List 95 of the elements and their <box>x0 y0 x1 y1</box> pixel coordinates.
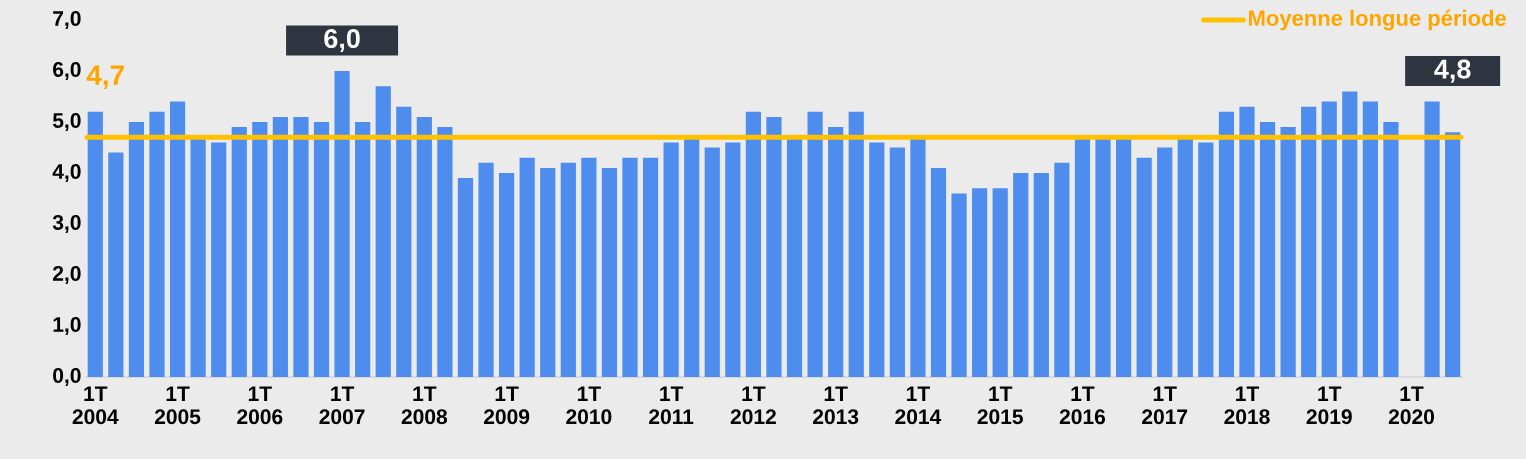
bar <box>1424 101 1440 377</box>
bar <box>704 147 720 377</box>
bar <box>684 137 700 377</box>
bar <box>1177 137 1193 377</box>
annotation: 4,7 <box>86 65 124 90</box>
bar <box>1342 91 1358 377</box>
bar <box>1239 106 1255 377</box>
bar <box>807 111 823 377</box>
x-tick-label: 1T 2015 <box>977 386 1023 425</box>
bar <box>869 142 885 377</box>
bar <box>128 122 145 377</box>
bar <box>1033 173 1049 377</box>
bar <box>1445 132 1461 377</box>
x-tick-label: 1T 2005 <box>154 386 201 425</box>
bar <box>396 106 412 377</box>
bar <box>1362 101 1378 377</box>
bar <box>1198 142 1214 377</box>
bar <box>1074 137 1091 377</box>
bar <box>601 167 618 377</box>
bar <box>1136 157 1152 377</box>
x-tick-label: 1T 2018 <box>1224 386 1270 425</box>
bar <box>190 137 206 377</box>
bar <box>560 162 576 377</box>
x-tick-label: 1T 2007 <box>319 386 365 425</box>
bar <box>992 188 1008 377</box>
x-tick-label: 1T 2010 <box>566 386 612 425</box>
y-tick-label: 7,0 <box>53 11 81 29</box>
y-tick-label: 6,0 <box>53 62 81 80</box>
bar <box>252 122 268 377</box>
y-tick-label: 0,0 <box>53 368 81 386</box>
bar <box>642 157 659 377</box>
bar <box>87 111 103 377</box>
bar <box>1280 127 1296 377</box>
bar <box>313 122 330 377</box>
y-tick-label: 3,0 <box>52 215 81 233</box>
bar <box>231 127 247 377</box>
x-tick-label: 1T 2009 <box>483 386 530 425</box>
x-tick-label: 1T 2006 <box>237 386 283 425</box>
bar <box>211 142 227 377</box>
bar <box>930 167 947 377</box>
bar <box>1301 106 1317 377</box>
x-tick-label: 1T 2012 <box>730 386 776 425</box>
y-tick-label: 4,0 <box>52 164 81 182</box>
bar <box>1321 101 1337 377</box>
bar <box>334 71 350 377</box>
x-tick-label: 1T 2013 <box>813 386 859 425</box>
x-tick-label: 1T 2004 <box>72 386 119 425</box>
bar <box>478 162 494 377</box>
bar <box>375 86 391 377</box>
x-tick-label: 1T 2017 <box>1142 386 1188 425</box>
x-tick-label: 1T 2019 <box>1306 386 1352 425</box>
bar <box>1095 137 1111 377</box>
y-tick-label: 5,0 <box>52 113 81 131</box>
y-tick-label: 2,0 <box>53 266 81 284</box>
bar <box>355 122 371 377</box>
bar <box>437 127 453 377</box>
bar <box>1218 111 1235 377</box>
y-tick-label: 1,0 <box>53 317 81 335</box>
bar <box>1259 122 1276 377</box>
bar <box>457 178 474 377</box>
bar <box>108 152 124 377</box>
bar <box>1383 122 1399 377</box>
bar <box>519 157 535 377</box>
data-label: 6,0 <box>324 28 360 53</box>
bar <box>786 137 803 377</box>
bar <box>725 142 741 377</box>
bar <box>663 142 679 377</box>
x-tick-label: 1T 2011 <box>649 386 694 425</box>
bar <box>622 157 638 377</box>
x-tick-label: 1T 2016 <box>1059 386 1106 425</box>
bar <box>1013 173 1029 377</box>
bar <box>848 111 864 377</box>
bar <box>581 157 597 377</box>
bar <box>169 101 186 377</box>
bar <box>416 116 432 377</box>
bar <box>951 193 967 377</box>
bar <box>1157 147 1173 377</box>
data-label: 4,8 <box>1434 59 1471 83</box>
bar <box>745 111 761 377</box>
bar <box>499 173 515 377</box>
bar <box>293 116 309 377</box>
bar <box>972 188 988 377</box>
bar <box>540 167 556 377</box>
bar <box>1054 162 1070 377</box>
bar <box>149 111 165 377</box>
x-tick-label: 1T 2020 <box>1388 386 1434 425</box>
bar <box>828 127 844 377</box>
bar <box>889 147 905 377</box>
x-tick-label: 1T 2014 <box>895 386 942 425</box>
x-tick-label: 1T 2008 <box>401 386 448 425</box>
legend-label: Moyenne longue période <box>1249 9 1506 31</box>
bar <box>1115 137 1132 377</box>
bar <box>910 137 926 377</box>
bar <box>766 116 782 377</box>
bar <box>272 116 288 377</box>
